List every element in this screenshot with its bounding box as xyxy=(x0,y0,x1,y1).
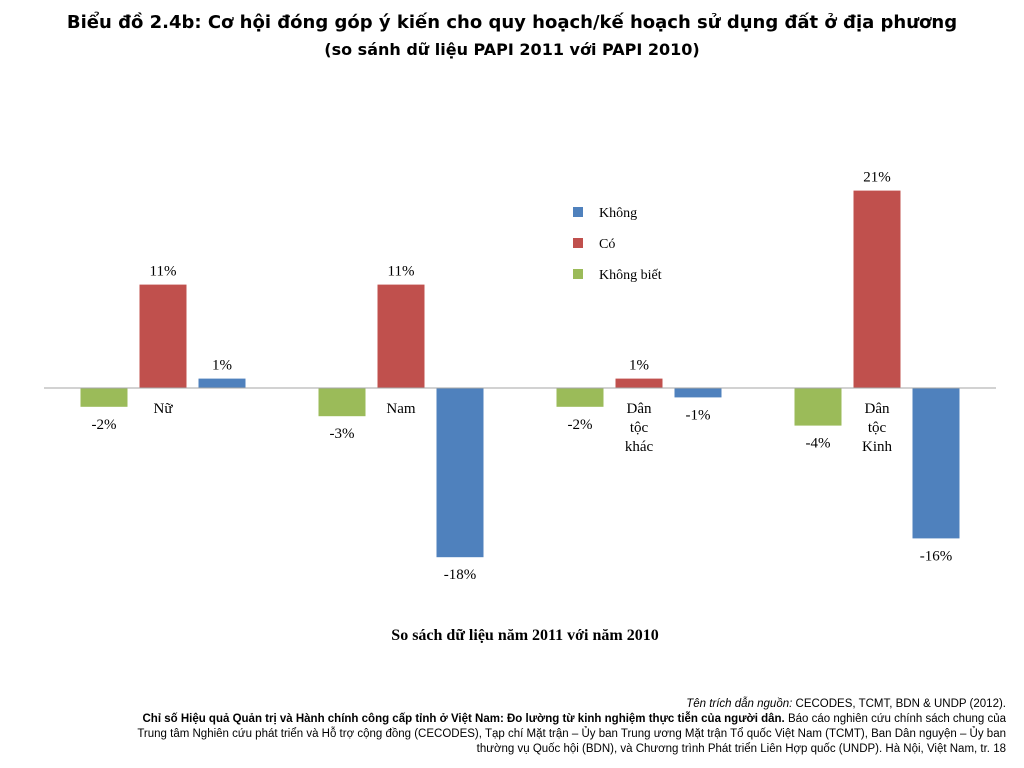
category-label: Nam xyxy=(386,401,415,417)
bar xyxy=(912,388,960,539)
category-label: khác xyxy=(625,439,654,455)
bar xyxy=(436,388,484,558)
labels-layer: -2% 11% 1% Nữ -3% 11% -18% Nam -2% 1% -1% Dân tộc khá… xyxy=(92,170,953,584)
legend-label: Không xyxy=(599,206,637,221)
category-label: Dân xyxy=(865,401,890,417)
legend-swatch xyxy=(573,207,583,217)
bar xyxy=(198,378,246,388)
data-label: 11% xyxy=(388,264,415,280)
source-authors: CECODES, TCMT, BDN & UNDP (2012). xyxy=(795,698,1006,710)
chart-title: Biểu đồ 2.4b: Cơ hội đóng góp ý kiến cho… xyxy=(66,12,958,33)
source-line-5: thường vụ Quốc hội (BDN), và Chương trìn… xyxy=(476,743,1006,755)
category-label: Nữ xyxy=(154,401,174,417)
legend: Không Có Không biết xyxy=(573,206,662,283)
bar xyxy=(615,378,663,388)
data-label: -2% xyxy=(92,417,117,433)
bar xyxy=(80,388,128,407)
category-label: tộc xyxy=(630,420,649,436)
category-label: Kinh xyxy=(862,439,893,455)
legend-swatch xyxy=(573,238,583,248)
category-label: Dân xyxy=(627,401,652,417)
bar-chart: -2% 11% 1% Nữ -3% 11% -18% Nam -2% 1% -1% Dân tộc khá… xyxy=(44,170,996,584)
data-label: 1% xyxy=(629,358,649,374)
bar xyxy=(674,388,722,398)
data-label: 1% xyxy=(212,358,232,374)
source-line-4: Trung tâm Nghiên cứu phát triển và Hỗ tr… xyxy=(137,728,1006,740)
chart-subtitle: (so sánh dữ liệu PAPI 2011 với PAPI 2010… xyxy=(324,40,700,59)
data-label: 21% xyxy=(863,170,891,186)
data-label: -1% xyxy=(686,407,711,423)
bar xyxy=(794,388,842,426)
category-label: tộc xyxy=(868,420,887,436)
data-label: -18% xyxy=(444,567,477,583)
data-label: -2% xyxy=(568,417,593,433)
bar xyxy=(556,388,604,407)
data-label: 11% xyxy=(150,264,177,280)
legend-label: Không biết xyxy=(599,268,662,283)
bar xyxy=(853,190,901,388)
legend-label: Có xyxy=(599,237,615,252)
bar xyxy=(377,284,425,388)
bar xyxy=(318,388,366,417)
data-label: -3% xyxy=(330,426,355,442)
data-label: -16% xyxy=(920,548,953,564)
source-label: Tên trích dẫn nguồn: xyxy=(686,698,793,710)
source-line-3: Báo cáo nghiên cứu chính sách chung của xyxy=(787,713,1006,725)
bar xyxy=(139,284,187,388)
source-citation: Tên trích dẫn nguồn: CECODES, TCMT, BDN … xyxy=(16,697,1006,757)
source-publication: Chỉ số Hiệu quả Quản trị và Hành chính c… xyxy=(142,713,785,725)
data-label: -4% xyxy=(806,436,831,452)
legend-swatch xyxy=(573,269,583,279)
bars-layer xyxy=(80,190,960,558)
x-axis-label: So sách dữ liệu năm 2011 với năm 2010 xyxy=(391,627,659,644)
